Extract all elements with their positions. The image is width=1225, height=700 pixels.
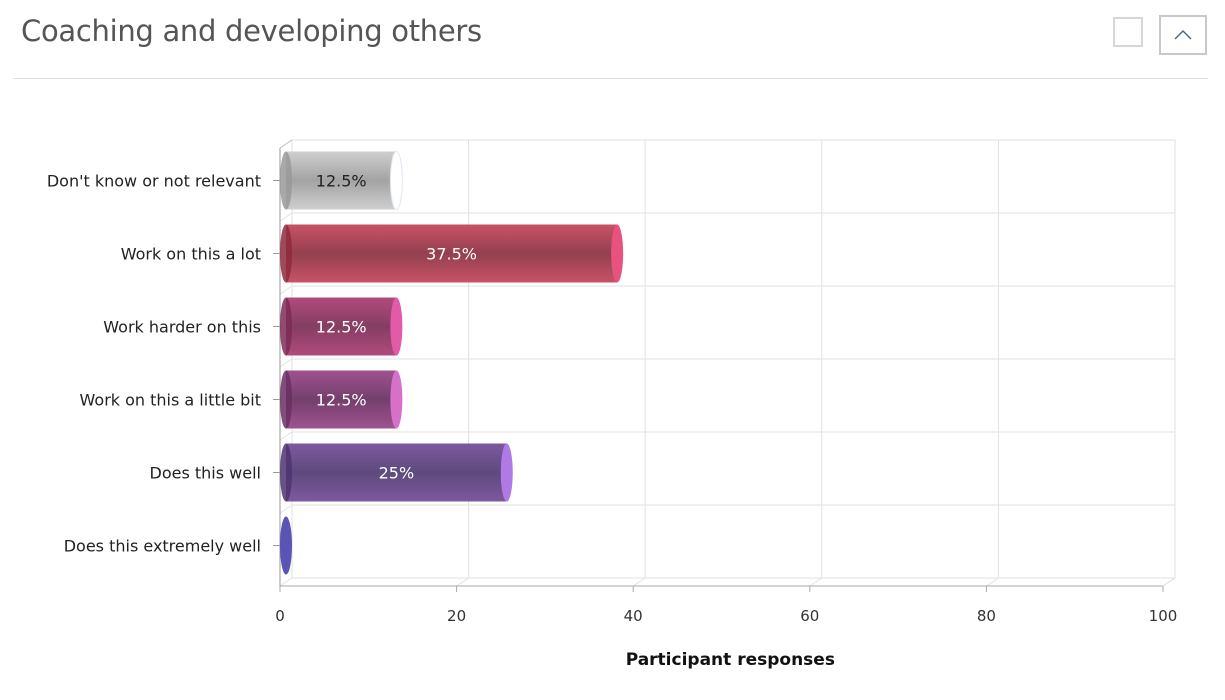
category-label: Does this well bbox=[150, 464, 261, 483]
chevron-up-icon bbox=[1174, 29, 1192, 40]
x-tick-label: 40 bbox=[624, 607, 643, 625]
bar-cap bbox=[611, 224, 624, 283]
bar bbox=[286, 224, 618, 283]
data-label: 37.5% bbox=[426, 245, 477, 264]
data-label: 12.5% bbox=[316, 391, 367, 410]
x-axis-title: Participant responses bbox=[626, 650, 835, 670]
category-label: Work on this a little bit bbox=[80, 391, 261, 410]
category-label: Don't know or not relevant bbox=[47, 172, 261, 191]
bar-base bbox=[280, 370, 292, 429]
bar-base bbox=[280, 297, 292, 356]
bar bbox=[286, 443, 507, 502]
grid-line-side bbox=[279, 431, 293, 441]
expand-button[interactable] bbox=[1113, 17, 1143, 47]
bar-base bbox=[280, 224, 292, 283]
grid-line-floor bbox=[809, 577, 823, 587]
x-tick-label: 0 bbox=[275, 607, 285, 625]
data-label: 12.5% bbox=[316, 172, 367, 191]
x-tick-label: 60 bbox=[800, 607, 819, 625]
bar-base bbox=[280, 151, 292, 210]
x-tick-label: 80 bbox=[977, 607, 996, 625]
bar-cap bbox=[389, 151, 403, 210]
category-label: Does this extremely well bbox=[64, 537, 261, 556]
x-tick-label: 100 bbox=[1149, 607, 1178, 625]
grid-line-floor bbox=[632, 577, 646, 587]
bar-base bbox=[280, 443, 292, 502]
x-axis-end bbox=[1162, 577, 1176, 587]
grid-line-side bbox=[279, 285, 293, 295]
grid-line-side bbox=[279, 212, 293, 222]
grid-line-floor bbox=[456, 577, 469, 587]
header-divider bbox=[13, 78, 1208, 79]
x-tick-label: 20 bbox=[447, 607, 466, 625]
data-label: 25% bbox=[379, 464, 415, 483]
data-label: 12.5% bbox=[316, 318, 367, 337]
y-axis-top bbox=[279, 139, 293, 149]
bar bbox=[286, 151, 397, 210]
bar-cap bbox=[500, 443, 513, 502]
collapse-button[interactable] bbox=[1159, 15, 1207, 55]
grid-line-side bbox=[279, 358, 293, 368]
bar bbox=[286, 297, 397, 356]
bar bbox=[286, 370, 397, 429]
category-label: Work on this a lot bbox=[121, 245, 261, 264]
category-label: Work harder on this bbox=[103, 318, 261, 337]
bar-cap bbox=[390, 297, 403, 356]
page-title: Coaching and developing others bbox=[21, 14, 482, 48]
grid-line-floor bbox=[279, 577, 293, 587]
bar-cap bbox=[390, 370, 403, 429]
grid-line-side bbox=[279, 504, 293, 514]
bar-cap bbox=[280, 516, 292, 575]
grid-line-floor bbox=[986, 577, 999, 587]
